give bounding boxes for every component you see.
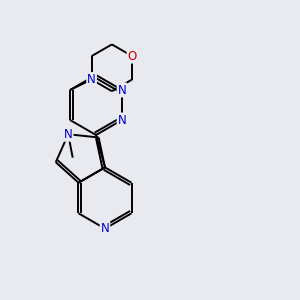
Text: O: O bbox=[128, 50, 137, 63]
Text: N: N bbox=[118, 113, 126, 127]
Text: N: N bbox=[118, 83, 126, 97]
Text: N: N bbox=[87, 73, 96, 86]
Text: N: N bbox=[100, 222, 109, 235]
Text: N: N bbox=[64, 128, 73, 141]
